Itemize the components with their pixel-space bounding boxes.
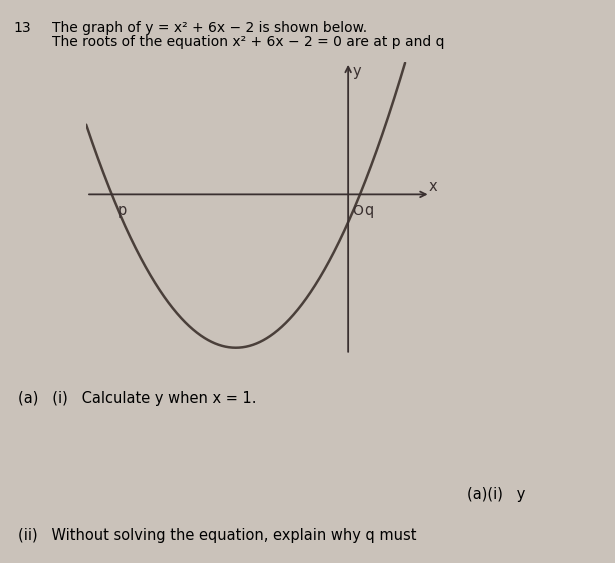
Text: y: y (352, 64, 361, 79)
Text: (a)(i)   y: (a)(i) y (467, 487, 526, 502)
Text: The roots of the equation x² + 6x − 2 = 0 are at p and q: The roots of the equation x² + 6x − 2 = … (52, 35, 445, 49)
Text: x: x (429, 179, 437, 194)
Text: p: p (117, 203, 127, 218)
Text: (ii)   Without solving the equation, explain why q must: (ii) Without solving the equation, expla… (18, 528, 417, 543)
Text: O: O (352, 204, 363, 218)
Text: (a)   (i)   Calculate y when x = 1.: (a) (i) Calculate y when x = 1. (18, 391, 257, 406)
Text: q: q (365, 203, 374, 218)
Text: 13: 13 (14, 21, 31, 35)
Text: The graph of y = x² + 6x − 2 is shown below.: The graph of y = x² + 6x − 2 is shown be… (52, 21, 367, 35)
